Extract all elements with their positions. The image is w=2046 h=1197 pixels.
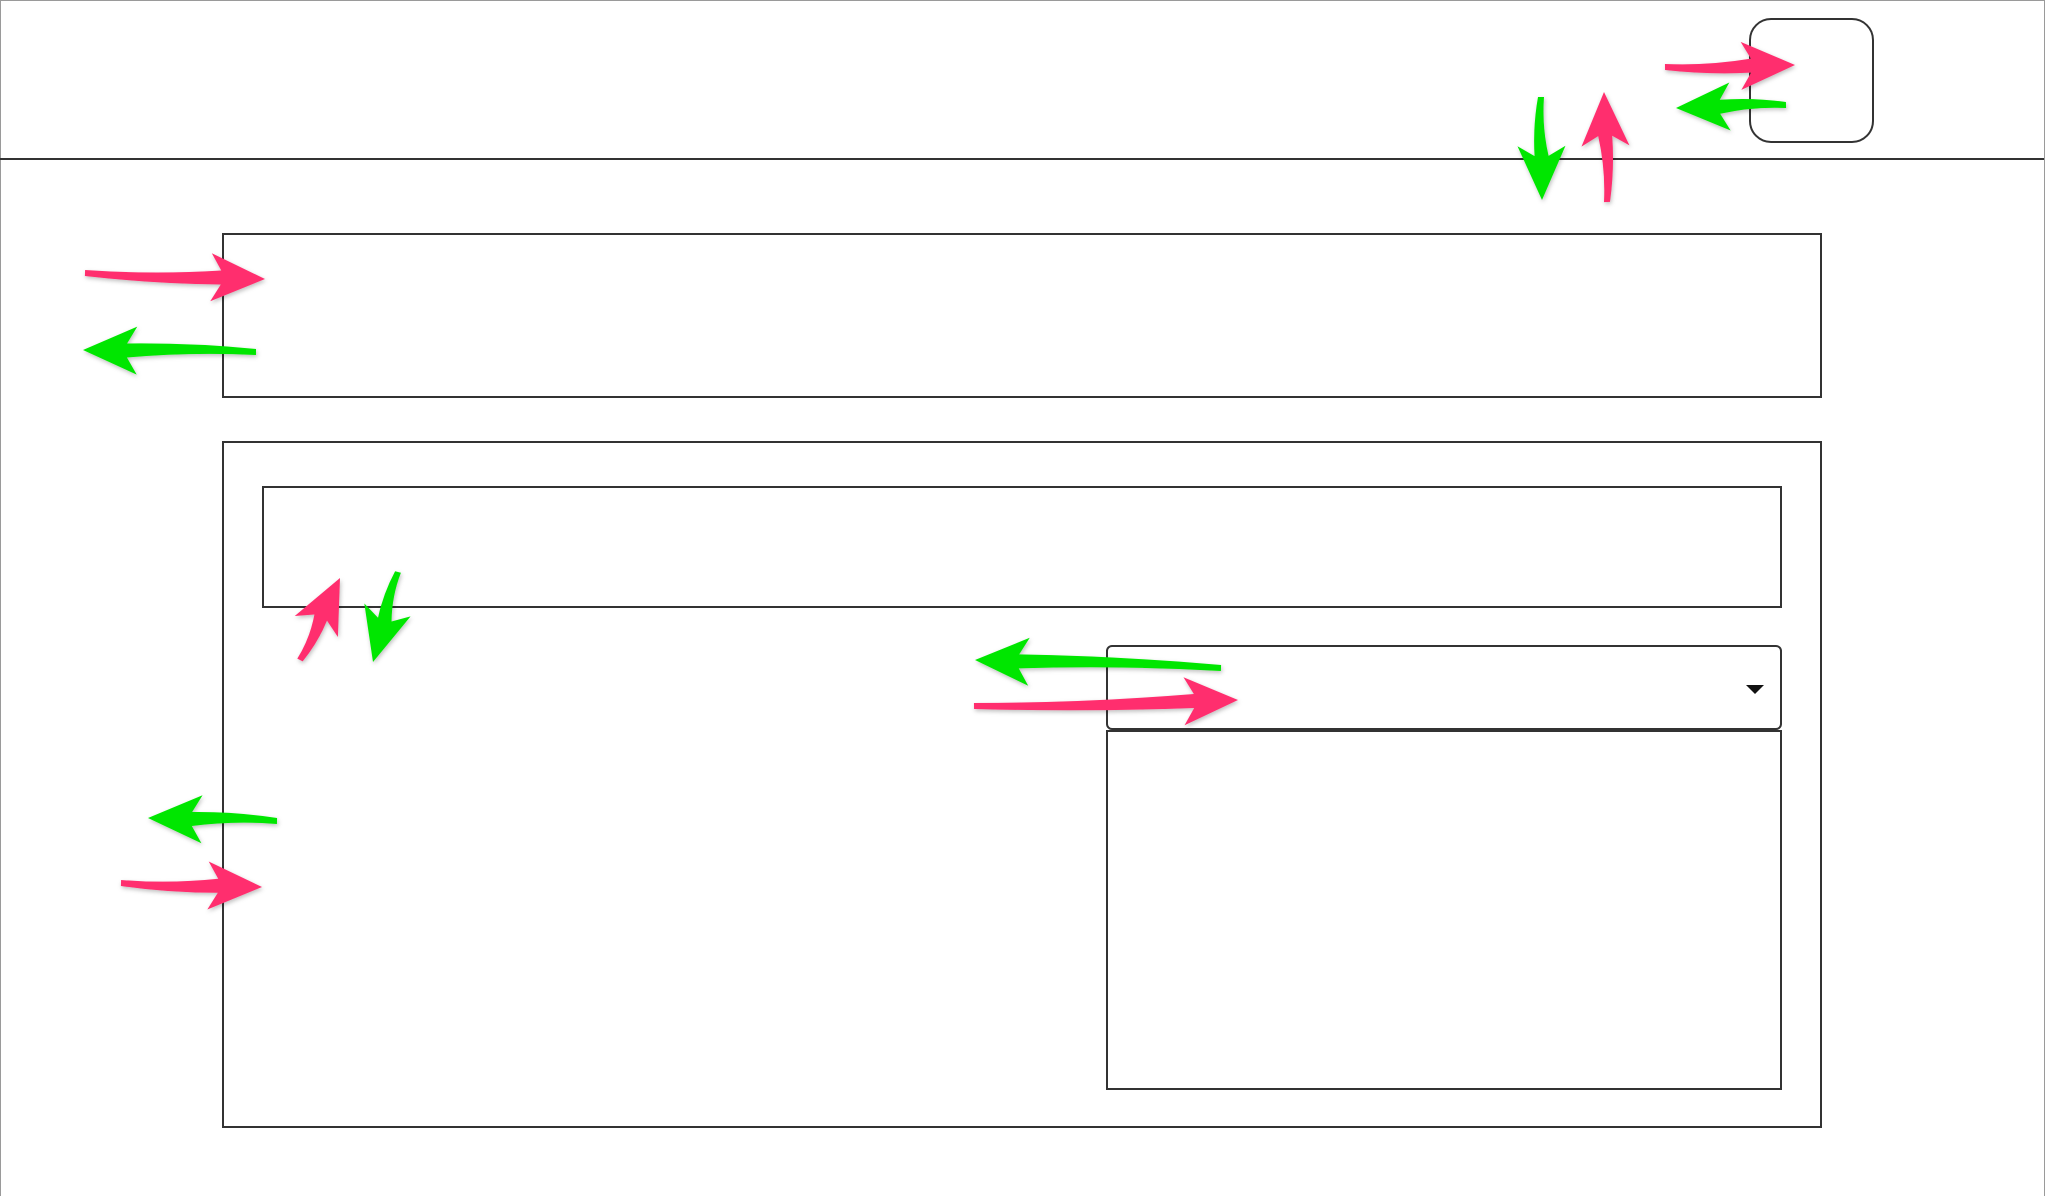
dropdown-select[interactable]	[1106, 645, 1782, 730]
header-button[interactable]	[1749, 18, 1874, 143]
dropdown-list[interactable]	[1106, 730, 1782, 1090]
header-bar	[0, 0, 2044, 160]
inner-input-box[interactable]	[262, 486, 1782, 608]
caret-down-icon[interactable]	[1746, 685, 1764, 694]
top-panel	[222, 233, 1822, 398]
